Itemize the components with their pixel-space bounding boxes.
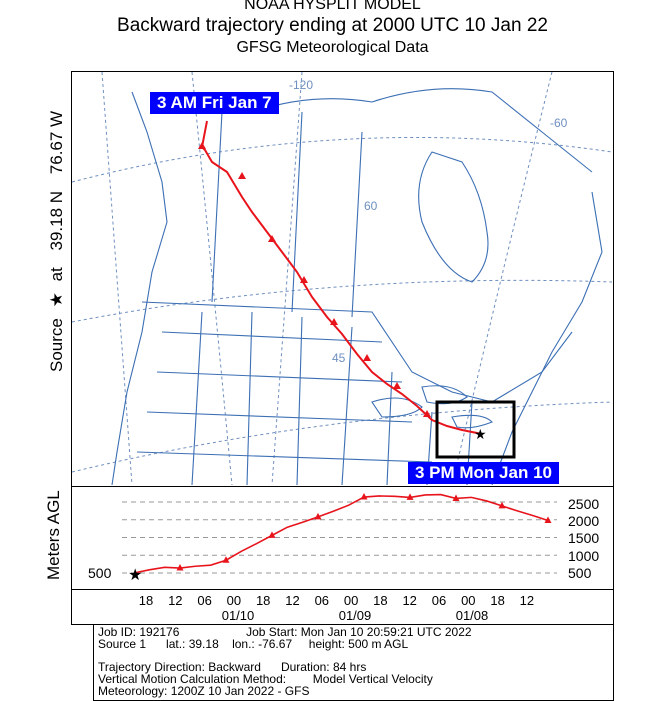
start-time-tag: 3 AM Fri Jan 7 xyxy=(150,92,279,114)
height-chart: ★ xyxy=(122,493,557,584)
ytick-1500: 1500 xyxy=(568,530,600,546)
source-location-label: Source ★ at 39.18 N 76.67 W xyxy=(47,111,67,372)
map-canvas: -120 -60 60 45 ★ xyxy=(72,72,612,485)
trajectory-title: Backward trajectory ending at 2000 UTC 1… xyxy=(117,15,548,36)
graticule xyxy=(72,72,612,485)
ytick-2000: 2000 xyxy=(568,513,600,529)
end-time-tag: 3 PM Mon Jan 10 xyxy=(408,462,559,484)
height-marker xyxy=(498,501,506,509)
model-title: NOAA HYSPLIT MODEL xyxy=(244,0,421,13)
ytick-2500: 2500 xyxy=(568,496,600,512)
at-word: at xyxy=(47,267,66,282)
time-tick-label: 18 xyxy=(255,593,271,608)
height-marker xyxy=(360,493,368,500)
height-marker xyxy=(222,556,230,563)
height-marker xyxy=(544,516,552,523)
job-info-line1: Job ID: 192176 Job Start: Mon Jan 10 20:… xyxy=(98,625,472,639)
time-tick-label: 12 xyxy=(519,593,535,608)
height-panel: ★ xyxy=(71,486,614,590)
time-tick-label: 00 xyxy=(226,593,242,608)
job-info-panel: Job ID: 192176 Job Start: Mon Jan 10 20:… xyxy=(93,624,614,701)
date-label-0109: 01/09 xyxy=(338,608,372,623)
source-height-label: 500 xyxy=(88,565,112,581)
time-tick-label: 00 xyxy=(461,593,476,608)
job-info-line2: Source 1 lat.: 39.18 lon.: -76.67 height… xyxy=(98,637,409,651)
map-trajectory-line xyxy=(200,120,483,435)
date-label-0110: 01/10 xyxy=(221,608,255,623)
job-info-line4: Vertical Motion Calculation Method: Mode… xyxy=(98,672,433,686)
source-lon: 76.67 W xyxy=(47,110,66,175)
job-info-line3: Trajectory Direction: Backward Duration:… xyxy=(98,660,367,674)
lon-label-minus120: -120 xyxy=(289,78,313,92)
height-gridlines xyxy=(122,501,557,574)
lat-label-45: 45 xyxy=(332,351,346,365)
height-marker xyxy=(314,512,322,520)
map-source-star-icon: ★ xyxy=(474,427,487,443)
height-axis-label: Meters AGL xyxy=(44,490,63,580)
ytick-1000: 1000 xyxy=(568,548,600,564)
lat-label-60: 60 xyxy=(364,199,378,213)
trajectory-map: -120 -60 60 45 ★ 3 AM Fri Jan 7 3 PM Mon… xyxy=(71,71,614,487)
date-label-0108: 01/08 xyxy=(455,608,489,623)
height-marker xyxy=(176,564,184,571)
ytick-500: 500 xyxy=(568,565,592,581)
lon-label-minus60: -60 xyxy=(550,116,568,130)
time-tick-label: 00 xyxy=(343,593,359,608)
land-boundaries xyxy=(111,88,603,485)
height-series-markers xyxy=(176,493,552,571)
graticule-labels: -120 -60 60 45 xyxy=(289,78,568,365)
height-series-line xyxy=(133,493,549,574)
time-tick-label: 12 xyxy=(285,593,300,608)
time-tick-label: 12 xyxy=(168,593,183,608)
time-tick-label: 06 xyxy=(431,593,447,608)
job-info-line5: Meteorology: 1200Z 10 Jan 2022 - GFS xyxy=(98,684,310,698)
time-tick-label: 18 xyxy=(138,593,154,608)
source-lat: 39.18 N xyxy=(47,190,66,251)
height-marker xyxy=(452,494,460,501)
source-box xyxy=(435,400,516,459)
height-marker xyxy=(406,493,414,500)
map-trajectory-markers xyxy=(198,142,431,417)
time-tick-label: 06 xyxy=(314,593,330,608)
source-word: Source xyxy=(47,318,66,372)
meteorology-subtitle: GFSG Meteorological Data xyxy=(236,39,429,56)
time-axis: 18 12 06 00 18 12 06 00 18 12 06 00 18 12 01/10 01/09… xyxy=(71,589,614,625)
time-tick-label: 18 xyxy=(490,593,505,608)
time-tick-label: 18 xyxy=(373,593,388,608)
time-tick-label: 12 xyxy=(402,593,417,608)
height-marker xyxy=(268,531,276,538)
height-source-star-icon: ★ xyxy=(128,565,142,584)
time-tick-label: 06 xyxy=(197,593,212,608)
source-star-icon: ★ xyxy=(47,292,66,308)
